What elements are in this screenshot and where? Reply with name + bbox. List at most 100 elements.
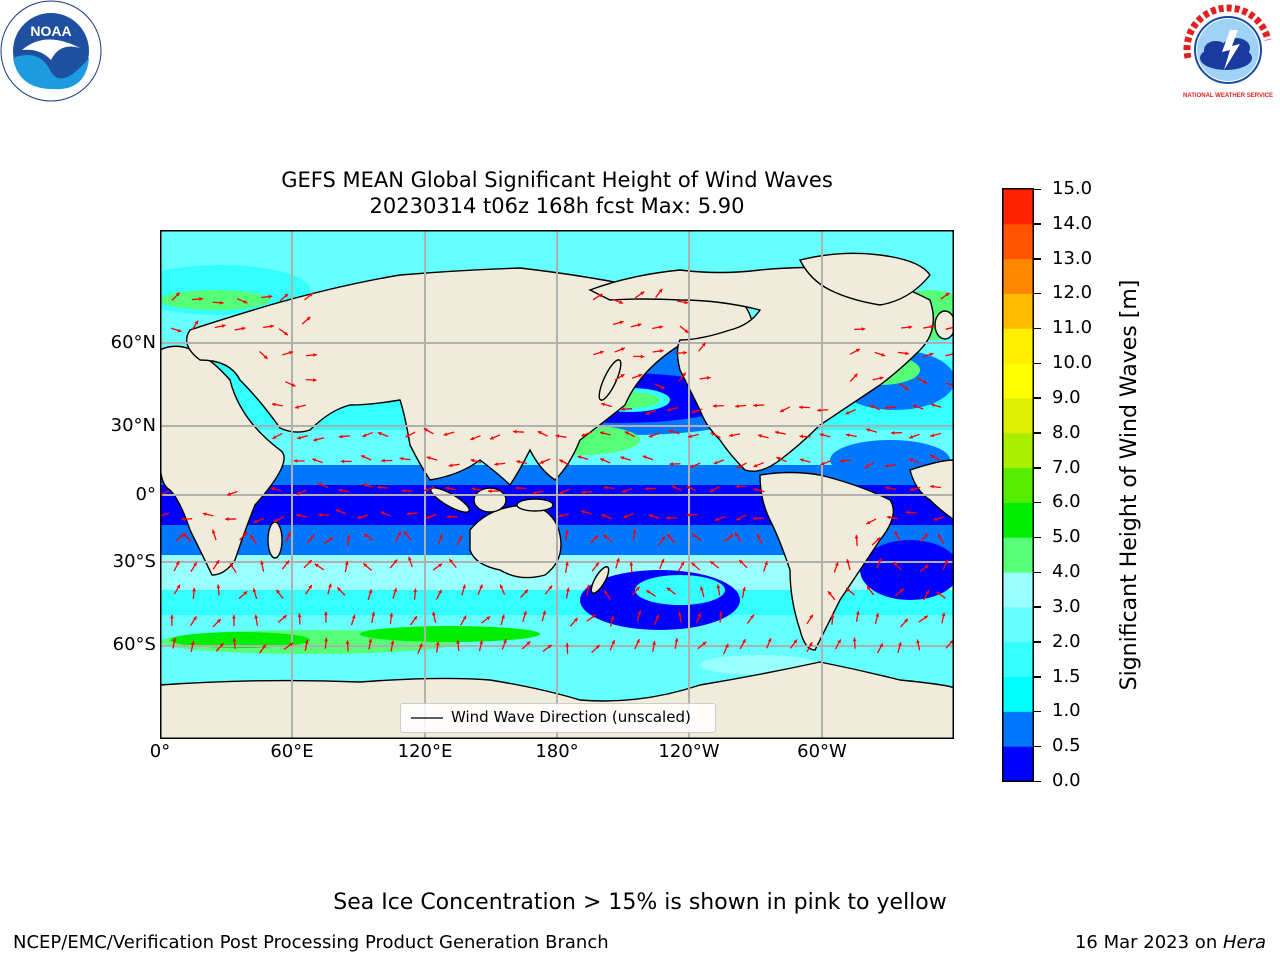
wave-direction-arrowhead — [345, 640, 350, 645]
wave-direction-arrowhead — [183, 532, 188, 537]
wave-direction-arrowhead — [273, 518, 278, 522]
wave-direction-arrowhead — [735, 532, 739, 537]
wave-direction-arrowhead — [660, 385, 665, 389]
wave-direction-arrowhead — [289, 642, 294, 647]
wave-direction-arrowhead — [629, 561, 634, 566]
wave-direction-arrowhead — [702, 641, 707, 646]
wave-direction-arrowhead — [864, 464, 869, 468]
wave-direction-arrowhead — [604, 590, 608, 595]
wave-direction-arrowhead — [512, 429, 517, 434]
wave-direction-arrowhead — [855, 610, 860, 615]
wave-direction-arrowhead — [936, 591, 941, 596]
wave-direction-arrowhead — [616, 557, 620, 562]
wave-direction-arrowhead — [866, 520, 871, 525]
wave-direction-arrowhead — [686, 513, 691, 517]
wave-direction-arrowhead — [876, 537, 881, 542]
wave-direction-arrowhead — [393, 559, 398, 564]
land-japan — [598, 359, 622, 401]
wave-direction-arrowhead — [922, 380, 927, 384]
wave-direction-arrowhead — [691, 409, 696, 414]
wave-direction-arrowhead — [470, 458, 475, 463]
wave-direction-arrowhead — [684, 329, 689, 333]
producer-credit: NCEP/EMC/Verification Post Processing Pr… — [13, 932, 609, 953]
colorbar-tick — [1034, 641, 1041, 643]
wave-direction-arrowhead — [193, 562, 197, 567]
wave-direction-arrowhead — [308, 584, 312, 589]
wave-direction-arrowhead — [284, 293, 289, 298]
wave-direction-arrowhead — [542, 610, 547, 615]
wave-direction-arrowhead — [489, 436, 494, 440]
wave-direction-arrowhead — [516, 459, 521, 464]
wave-direction-arrowhead — [729, 534, 734, 539]
wave-direction-arrowhead — [776, 456, 781, 461]
wave-direction-arrowhead — [725, 643, 729, 648]
wave-direction-arrowhead — [601, 514, 606, 518]
wave-direction-arrowhead — [938, 534, 942, 539]
wave-direction-arrowhead — [908, 325, 913, 330]
colorbar-tick-label: 1.0 — [1052, 700, 1081, 722]
colorbar-tick — [1034, 501, 1041, 504]
wave-direction-arrowhead — [930, 484, 934, 489]
wave-direction-arrowhead — [448, 463, 453, 468]
wave-direction-arrowhead — [284, 331, 288, 336]
wave-direction-arrowhead — [445, 486, 450, 491]
wave-direction-arrowhead — [845, 410, 850, 415]
colorbar-tick-label: 15.0 — [1052, 178, 1093, 199]
wave-direction-arrowhead — [296, 491, 301, 495]
wave-direction-arrowhead — [458, 535, 463, 540]
wave-direction-arrowhead — [697, 613, 702, 618]
wave-direction-arrowhead — [894, 531, 899, 536]
wave-direction-arrowhead — [912, 404, 917, 409]
nws-logo: NATIONAL WEATHER SERVICE — [1178, 0, 1278, 100]
wave-direction-arrowhead — [853, 373, 858, 378]
wave-direction-arrowhead — [390, 640, 395, 645]
colorbar-tick — [1034, 258, 1041, 260]
wave-direction-arrowhead — [767, 638, 772, 643]
wave-direction-arrowhead — [686, 485, 691, 490]
x-tick-label: 120°W — [658, 741, 720, 762]
wave-direction-arrowhead — [758, 434, 762, 438]
wave-direction-arrowhead — [227, 492, 231, 496]
wave-direction-arrowhead — [295, 405, 299, 409]
wave-direction-arrowhead — [324, 611, 328, 616]
colorbar-tick-label: 12.0 — [1052, 282, 1093, 304]
wave-direction-arrowhead — [949, 640, 954, 644]
wave-direction-arrowhead — [753, 463, 758, 468]
wave-direction-arrowhead — [886, 515, 891, 520]
colorbar-segment — [1003, 572, 1033, 608]
wave-direction-arrowhead — [620, 374, 625, 378]
wave-direction-arrowhead — [635, 586, 640, 591]
wave-direction-arrowhead — [668, 429, 673, 434]
wind-wave-direction-arrows — [160, 288, 954, 655]
wave-direction-arrowhead — [351, 614, 356, 619]
colorbar-label: Significant Height of Wind Waves [m] — [1117, 279, 1142, 691]
colorbar-tick-label: 4.0 — [1052, 561, 1081, 583]
wave-direction-arrowhead — [216, 619, 221, 623]
nws-logo-ring-text: NATIONAL WEATHER SERVICE — [1183, 93, 1273, 99]
wave-direction-arrowhead — [399, 456, 404, 461]
wave-direction-arrowhead — [501, 614, 505, 619]
wave-direction-arrowhead — [488, 489, 492, 494]
generation-date: 16 Mar 2023 on Hera — [1075, 932, 1266, 953]
wave-direction-arrowhead — [923, 615, 928, 620]
wave-direction-arrowhead — [924, 565, 929, 569]
wave-direction-arrowhead — [499, 584, 504, 589]
wave-direction-arrowhead — [667, 534, 672, 539]
wave-direction-arrowhead — [690, 464, 695, 468]
wave-direction-arrowhead — [219, 300, 224, 305]
wave-direction-arrowhead — [637, 610, 642, 615]
wave-direction-arrowhead — [306, 316, 311, 321]
wave-direction-arrowhead — [243, 299, 248, 304]
wave-direction-arrowhead — [250, 534, 254, 539]
wave-direction-arrowhead — [424, 487, 429, 492]
wave-direction-arrowhead — [397, 531, 401, 536]
wave-direction-arrowhead — [338, 434, 343, 439]
wave-direction-arrowhead — [297, 435, 302, 440]
wave-direction-arrowhead — [867, 586, 871, 591]
colorbar-tick-label: 5.0 — [1052, 526, 1081, 548]
wave-direction-arrowhead — [885, 486, 889, 490]
colorbar-tick-label: 8.0 — [1052, 421, 1081, 443]
wave-direction-arrowhead — [905, 351, 909, 356]
wave-direction-arrowhead — [645, 411, 650, 415]
wave-direction-arrowhead — [523, 611, 527, 616]
